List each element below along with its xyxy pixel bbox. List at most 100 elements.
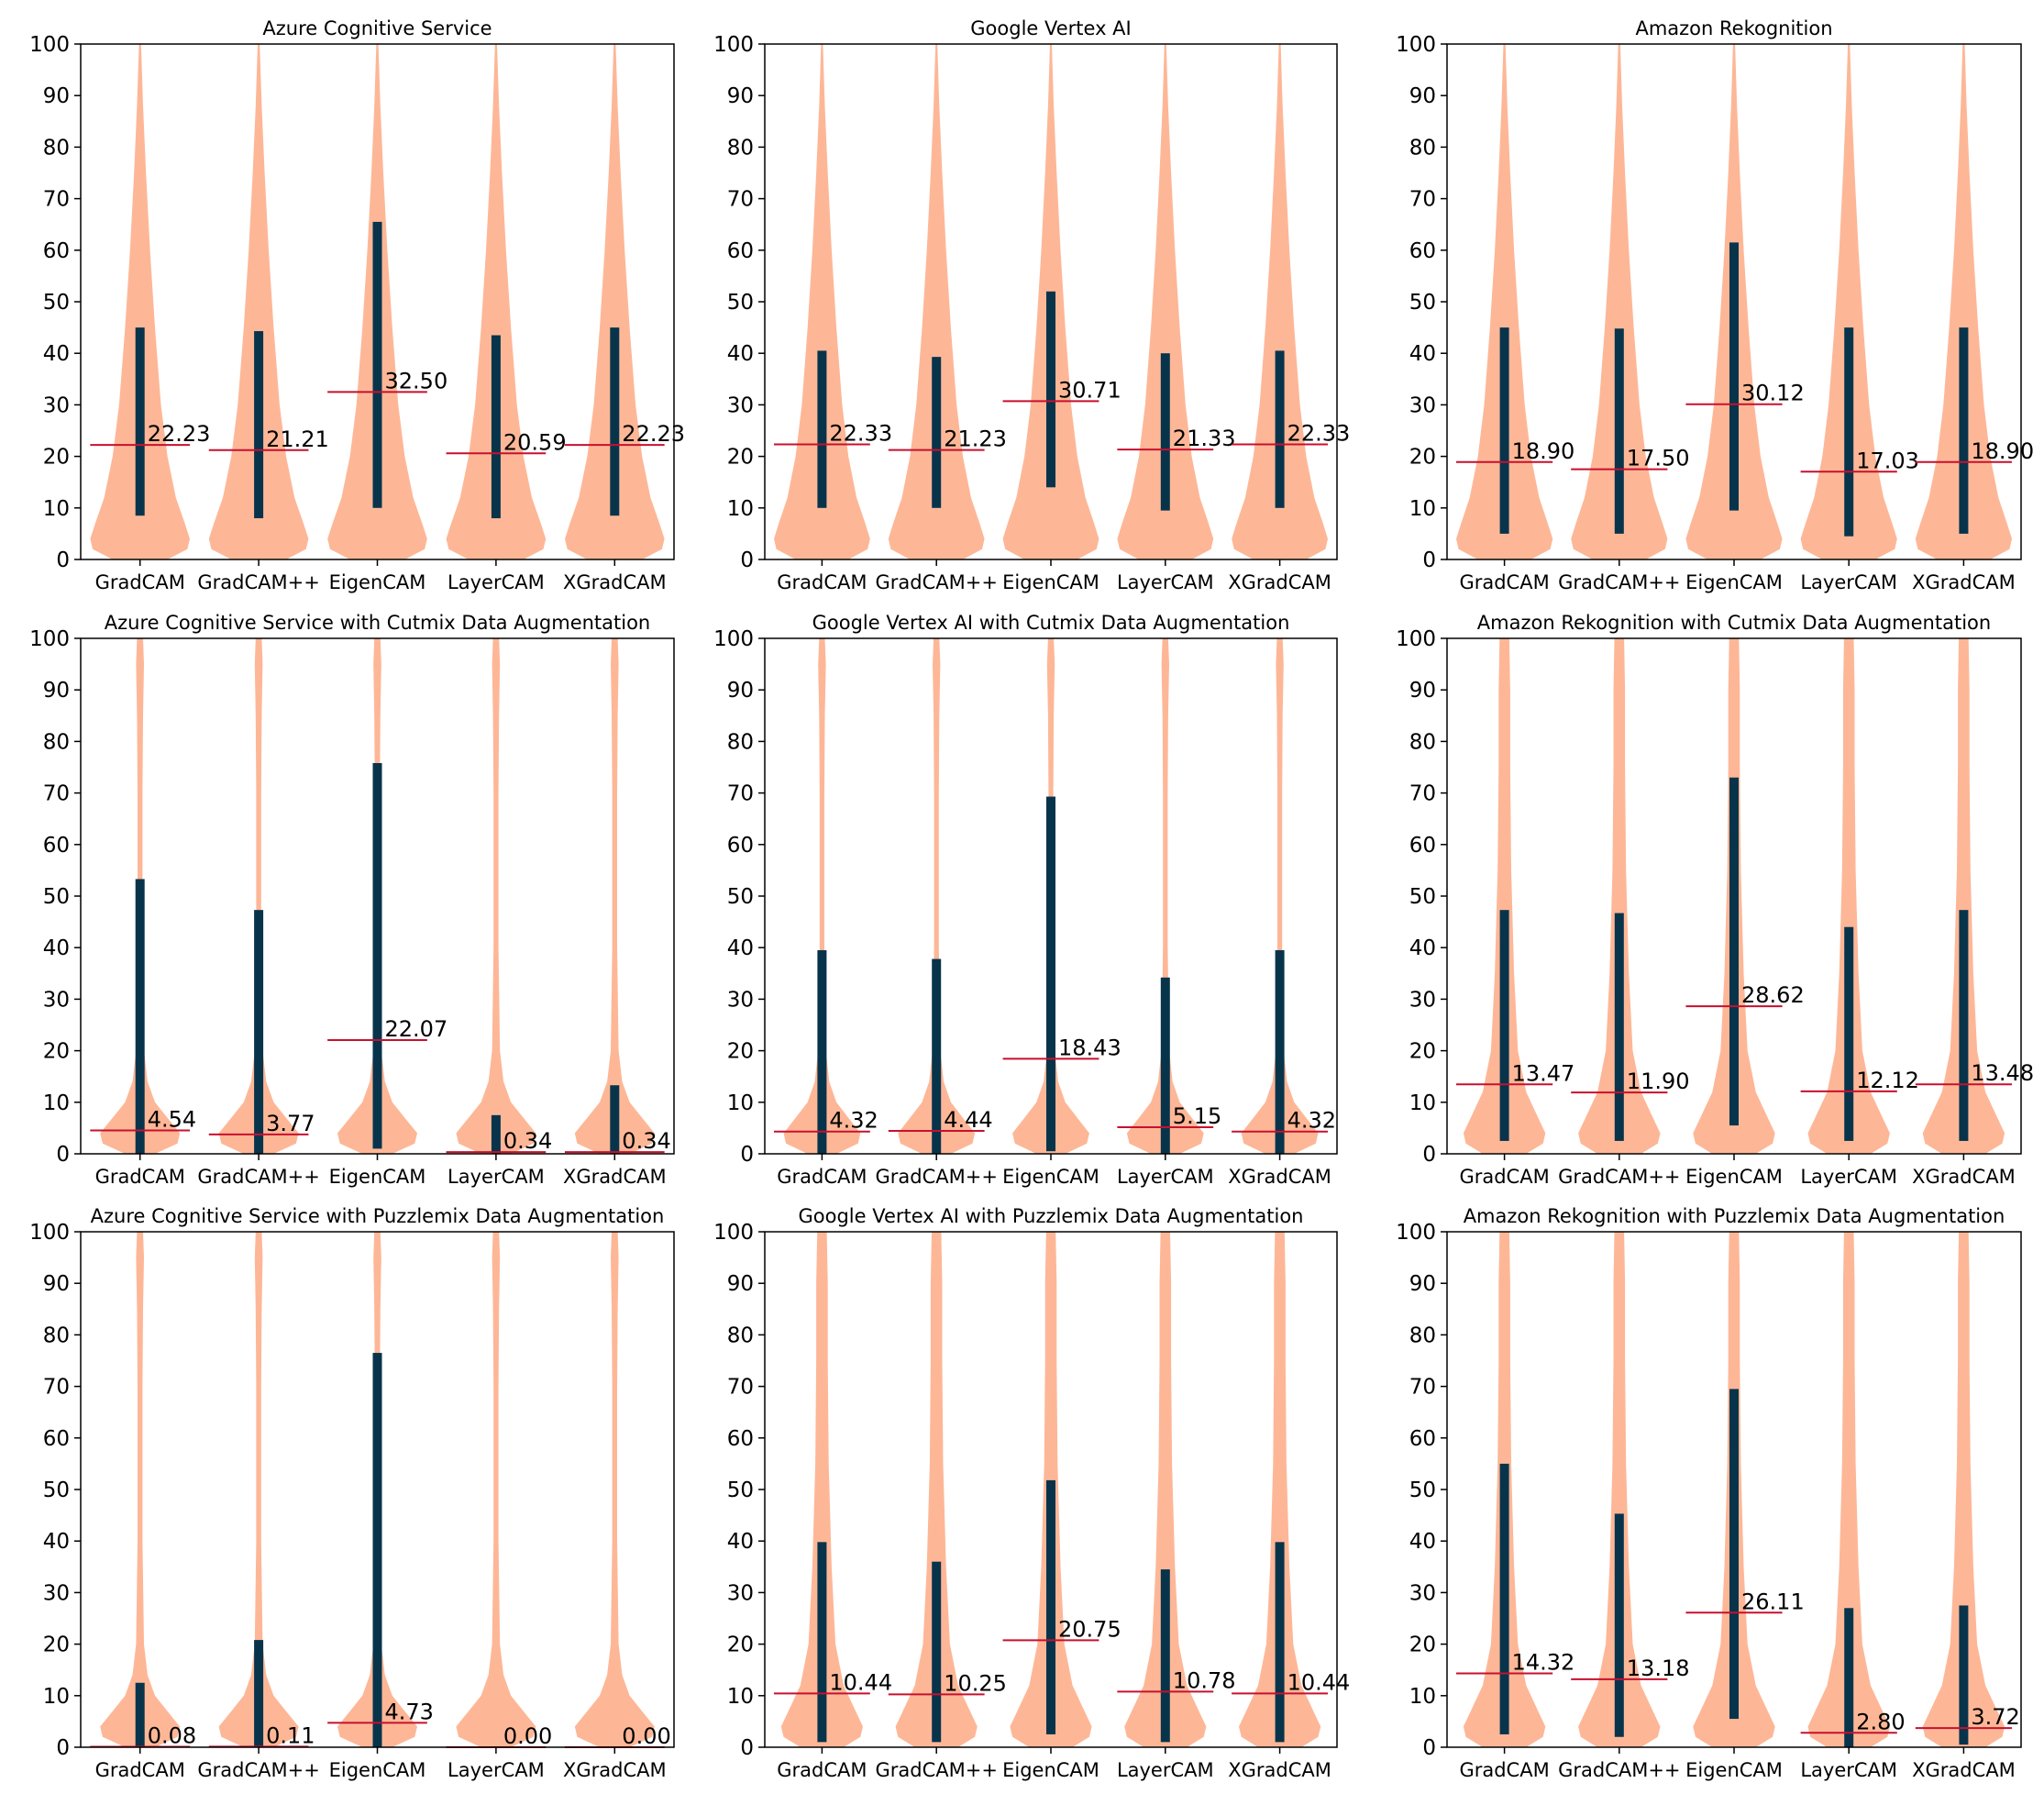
y-tick-label: 40 <box>727 342 754 366</box>
x-tick-label: EigenCAM <box>1685 1166 1783 1188</box>
y-tick-label: 70 <box>1409 1376 1436 1400</box>
x-tick-label: GradCAM <box>95 1166 185 1188</box>
iqr-bar <box>1614 328 1624 534</box>
mean-label: 17.03 <box>1856 448 1919 473</box>
y-tick-label: 70 <box>727 1376 754 1400</box>
y-tick-label: 30 <box>1409 393 1436 417</box>
axes-frame <box>1446 637 2022 1155</box>
y-tick-label: 20 <box>1409 1040 1436 1064</box>
iqr-bar <box>1959 1605 1969 1745</box>
y-tick-label: 60 <box>43 834 70 858</box>
panel-6: Amazon Rekognition with Cutmix Data Augm… <box>1396 612 2034 1188</box>
y-tick-label: 40 <box>43 936 70 960</box>
x-tick-label: EigenCAM <box>1002 1166 1099 1188</box>
iqr-bar <box>1844 926 1854 1141</box>
mean-label: 17.50 <box>1627 446 1690 471</box>
y-tick-label: 90 <box>1409 679 1436 703</box>
iqr-bar <box>1959 327 1969 534</box>
mean-label: 12.12 <box>1856 1068 1919 1093</box>
violin-body <box>218 1232 299 1747</box>
x-tick-label: GradCAM++ <box>197 1166 319 1188</box>
y-tick-label: 10 <box>727 497 754 521</box>
axes-frame <box>764 637 1338 1155</box>
violin-body <box>1807 1232 1890 1747</box>
mean-label: 4.73 <box>385 1699 434 1724</box>
mean-label: 13.48 <box>1971 1060 2034 1086</box>
chart-title: Google Vertex AI with Cutmix Data Augmen… <box>812 612 1290 634</box>
iqr-bar <box>254 331 264 519</box>
chart-title: Amazon Rekognition <box>1635 17 1832 39</box>
violin-body <box>456 638 536 1154</box>
iqr-bar <box>1046 1479 1055 1734</box>
y-tick-label: 20 <box>43 446 70 470</box>
iqr-bar <box>372 221 382 508</box>
y-tick-label: 20 <box>727 1040 754 1064</box>
iqr-bar <box>1160 1569 1170 1743</box>
panel-8: Google Vertex AI with Puzzlemix Data Aug… <box>713 1205 1350 1781</box>
x-tick-label: GradCAM++ <box>197 571 319 593</box>
y-tick-label: 70 <box>727 782 754 806</box>
violin-body <box>780 1232 863 1747</box>
iqr-bar <box>817 350 827 508</box>
iqr-bar <box>372 1353 382 1747</box>
violin-body <box>1117 44 1214 559</box>
x-tick-label: XGradCAM <box>563 1759 667 1781</box>
y-tick-label: 40 <box>1409 936 1436 960</box>
panel-5: Google Vertex AI with Cutmix Data Augmen… <box>713 612 1338 1188</box>
x-tick-label: XGradCAM <box>563 1166 667 1188</box>
mean-label: 4.32 <box>1287 1108 1336 1134</box>
iqr-bar <box>1275 950 1285 1154</box>
y-tick-label: 70 <box>727 188 754 212</box>
y-tick-label: 20 <box>43 1633 70 1657</box>
panel-4: Azure Cognitive Service with Cutmix Data… <box>29 612 675 1188</box>
mean-label: 4.54 <box>148 1106 196 1132</box>
violin-body <box>90 44 190 559</box>
y-tick-label: 0 <box>740 1736 754 1760</box>
violin-body <box>1578 638 1661 1154</box>
mean-label: 30.12 <box>1741 381 1805 406</box>
violin-body <box>1922 638 2005 1154</box>
violin-body <box>100 1232 181 1747</box>
x-tick-label: EigenCAM <box>1002 1759 1099 1781</box>
iqr-bar <box>1275 350 1285 508</box>
mean-label: 32.50 <box>385 368 448 393</box>
x-tick-label: GradCAM <box>95 571 185 593</box>
y-tick-label: 100 <box>1396 1221 1436 1245</box>
mean-label: 4.44 <box>944 1107 992 1133</box>
violin-body <box>208 44 309 559</box>
iqr-bar <box>491 1114 501 1154</box>
chart-title: Google Vertex AI <box>970 17 1131 39</box>
mean-label: 5.15 <box>1173 1103 1221 1129</box>
x-tick-label: XGradCAM <box>1228 1166 1331 1188</box>
iqr-bar <box>1729 777 1739 1126</box>
iqr-bar <box>1844 1608 1854 1747</box>
iqr-bar <box>1729 1389 1739 1720</box>
violin-body <box>218 638 299 1154</box>
y-tick-label: 100 <box>713 627 754 651</box>
mean-label: 10.44 <box>1287 1669 1351 1695</box>
x-tick-label: XGradCAM <box>1228 571 1331 593</box>
y-tick-label: 60 <box>727 834 754 858</box>
y-tick-label: 80 <box>727 730 754 754</box>
y-tick-label: 60 <box>727 1427 754 1451</box>
y-tick-label: 90 <box>43 1272 70 1296</box>
mean-label: 3.77 <box>266 1111 315 1136</box>
y-tick-label: 90 <box>43 84 70 108</box>
axes-frame <box>764 1231 1338 1748</box>
mean-label: 0.34 <box>622 1128 670 1154</box>
chart-title: Azure Cognitive Service <box>262 17 492 39</box>
iqr-bar <box>1046 796 1055 1152</box>
y-tick-label: 20 <box>727 446 754 470</box>
x-tick-label: GradCAM++ <box>875 1166 997 1188</box>
mean-label: 21.33 <box>1173 426 1236 451</box>
y-tick-label: 90 <box>727 84 754 108</box>
y-tick-label: 60 <box>727 239 754 263</box>
y-tick-label: 10 <box>43 1685 70 1709</box>
x-tick-label: GradCAM++ <box>875 1759 997 1781</box>
y-tick-label: 80 <box>43 730 70 754</box>
violin-body <box>446 44 547 559</box>
violin-body <box>1800 44 1897 559</box>
y-tick-label: 70 <box>43 1376 70 1400</box>
y-tick-label: 80 <box>1409 1323 1436 1347</box>
y-tick-label: 60 <box>1409 834 1436 858</box>
